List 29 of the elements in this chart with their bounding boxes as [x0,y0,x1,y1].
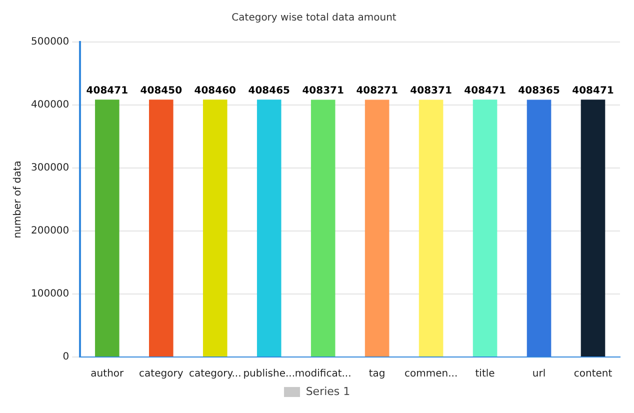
data-label: 408471 [572,85,614,96]
y-tick-label: 200000 [30,226,70,237]
x-tick-label: category [139,368,184,380]
x-tick-label: commen... [404,368,458,380]
y-tick-label: 400000 [30,100,70,111]
data-label: 408460 [194,85,236,96]
y-tick-label: 300000 [30,162,70,174]
x-tick-label: title [475,368,495,380]
y-tick-label: 100000 [30,288,70,300]
y-tick-label: 500000 [30,36,70,48]
x-tick-label: publishe... [243,368,296,380]
y-axis-title: number of data [12,160,24,238]
x-tick-label: tag [368,368,386,380]
text: Series 1 [306,385,350,398]
x-tick-label: content [574,368,612,380]
data-label: 408471 [464,85,506,96]
data-label: 408365 [518,85,560,96]
data-label: 408271 [356,85,398,96]
y-tick-label: 0 [62,352,70,363]
data-label: 408371 [410,85,452,96]
chart-title: Category wise total data amount [232,12,396,24]
data-label: 408371 [302,85,344,96]
data-label: 408471 [86,85,128,96]
data-label: 408450 [140,85,182,96]
data-label: 408465 [248,85,290,96]
x-tick-label: category... [188,368,242,380]
x-tick-label: modificat... [294,368,352,380]
x-tick-label: author [90,368,125,380]
x-tick-label: url [532,368,546,380]
